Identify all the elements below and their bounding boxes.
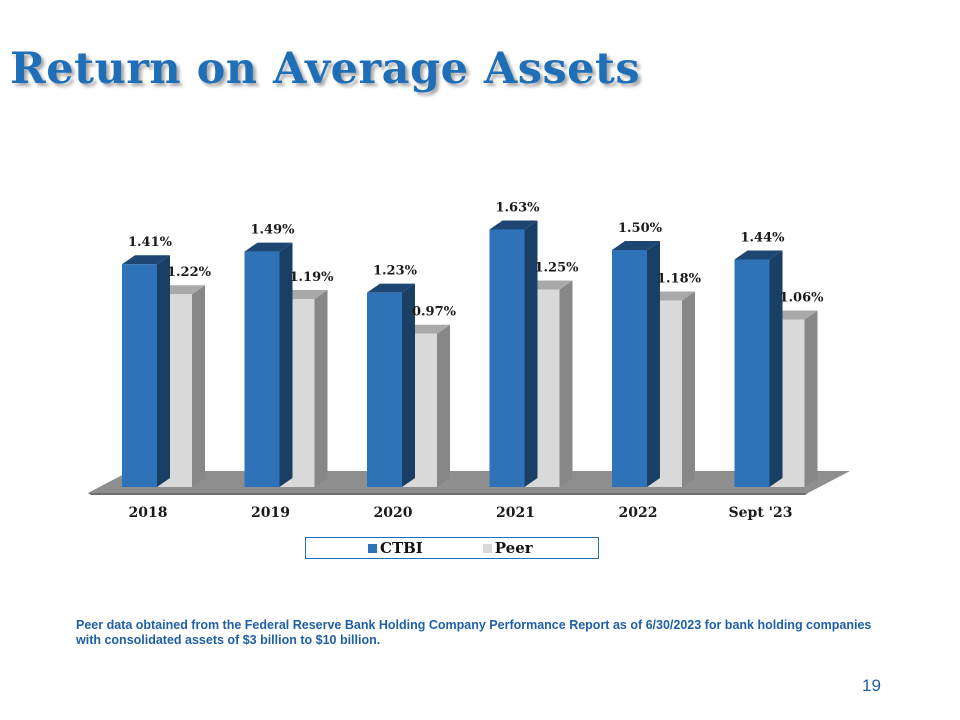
data-label-ctbi-3: 1.63% (495, 200, 540, 215)
bar-side-ctbi-1 (279, 242, 293, 487)
bar-ctbi-1 (244, 251, 280, 487)
legend-swatch-peer (482, 543, 492, 553)
chart-floor-edge (88, 493, 808, 495)
bar-side-ctbi-3 (524, 220, 538, 487)
bar-side-peer-2 (437, 324, 450, 487)
legend-label-peer: Peer (494, 539, 533, 557)
data-label-peer-3: 1.25% (534, 261, 579, 276)
chart-legend: CTBI Peer (305, 537, 599, 559)
bar-side-peer-1 (314, 289, 328, 487)
bar-side-peer-0 (192, 285, 205, 487)
bar-top-ctbi-0 (122, 255, 170, 265)
data-label-peer-5: 1.06% (779, 291, 824, 306)
x-tick-label-2: 2020 (374, 505, 413, 521)
page-number: 19 (862, 676, 881, 695)
data-label-peer-2: 0.97% (412, 305, 457, 320)
legend-label-ctbi: CTBI (380, 539, 423, 557)
bar-top-ctbi-1 (244, 242, 293, 252)
x-tick-label-4: 2022 (619, 505, 658, 521)
x-tick-label-0: 2018 (129, 505, 168, 521)
bar-side-ctbi-2 (402, 283, 415, 487)
bar-side-ctbi-5 (769, 250, 783, 487)
legend-item-peer: Peer (482, 539, 533, 557)
bar-ctbi-4 (612, 250, 647, 487)
bar-top-ctbi-4 (612, 241, 660, 250)
x-tick-label-1: 2019 (251, 505, 290, 521)
legend-swatch-ctbi (368, 543, 377, 553)
x-tick-label-3: 2021 (496, 505, 535, 521)
legend-item-ctbi: CTBI (368, 539, 423, 557)
data-label-ctbi-4: 1.50% (618, 221, 663, 236)
bar-top-ctbi-3 (489, 220, 538, 230)
data-label-peer-4: 1.18% (657, 272, 702, 287)
bar-side-peer-3 (559, 280, 573, 487)
bar-ctbi-0 (122, 264, 157, 487)
bar-ctbi-2 (367, 292, 402, 487)
data-label-ctbi-0: 1.41% (128, 235, 173, 250)
bar-side-peer-4 (682, 291, 695, 487)
slide-title: Return on Average Assets (10, 44, 641, 94)
data-label-peer-1: 1.19% (289, 270, 334, 285)
bar-chart: 1.41% 1.22% 2018 1.49% 1.19% 2019 1.23% 0.97% 20… (88, 200, 850, 521)
x-tick-label-5: Sept '23 (729, 505, 793, 521)
bar-side-ctbi-0 (157, 255, 170, 487)
bar-top-ctbi-5 (734, 250, 783, 260)
bar-ctbi-3 (489, 229, 525, 487)
footnote: Peer data obtained from the Federal Rese… (76, 618, 872, 647)
bar-top-ctbi-2 (367, 283, 415, 293)
bar-side-ctbi-4 (647, 241, 660, 487)
bar-ctbi-5 (734, 259, 770, 487)
data-label-ctbi-1: 1.49% (250, 223, 295, 238)
data-label-ctbi-2: 1.23% (373, 264, 418, 279)
data-label-ctbi-5: 1.44% (740, 230, 785, 245)
data-label-peer-0: 1.22% (167, 265, 212, 280)
bar-side-peer-5 (804, 310, 818, 487)
